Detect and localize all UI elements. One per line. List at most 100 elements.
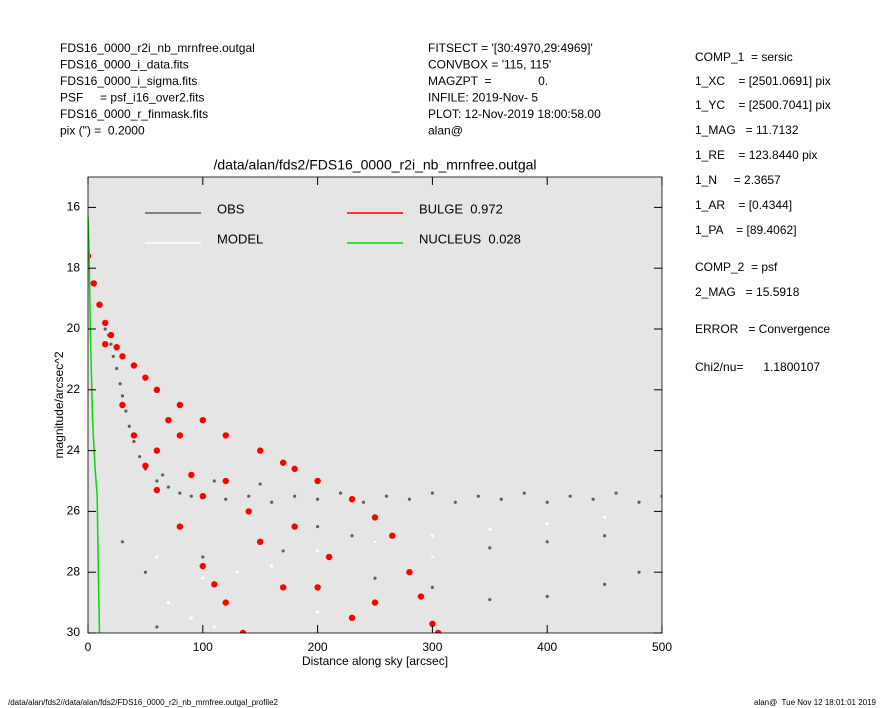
header-middle-line: alan@ — [428, 124, 463, 138]
point — [142, 374, 149, 381]
point — [373, 576, 377, 580]
point — [476, 494, 480, 498]
point — [389, 532, 396, 539]
y-tick-label: 26 — [67, 504, 81, 518]
point — [120, 540, 125, 544]
point — [132, 439, 136, 444]
point — [316, 610, 320, 614]
point — [488, 528, 492, 532]
header-right-line: 1_MAG = 11.7132 — [695, 123, 799, 137]
point — [201, 555, 205, 559]
legend-label: MODEL — [217, 231, 263, 246]
data-layer — [88, 216, 662, 633]
point — [155, 625, 159, 629]
header-left-line: FDS16_0000_i_data.fits — [60, 58, 189, 72]
point — [211, 581, 218, 588]
header-left-line: FDS16_0000_r2i_nb_mrnfree.outgal — [60, 41, 255, 55]
point — [434, 629, 442, 633]
point — [314, 477, 321, 485]
point — [138, 455, 142, 459]
header-right-line: COMP_1 = sersic — [695, 50, 793, 64]
point — [591, 497, 595, 501]
point — [430, 555, 434, 559]
point — [120, 394, 125, 398]
point — [568, 494, 572, 498]
x-tick-label: 200 — [308, 640, 328, 654]
point — [130, 432, 138, 439]
point — [406, 569, 413, 576]
point — [603, 515, 607, 520]
point — [545, 594, 549, 599]
point — [245, 508, 252, 515]
plot-frame — [87, 176, 663, 634]
point — [603, 582, 607, 586]
x-tick-label: 300 — [422, 640, 442, 654]
point — [103, 327, 107, 331]
point — [545, 500, 549, 504]
point — [603, 534, 607, 538]
point — [637, 570, 641, 574]
point — [199, 417, 206, 424]
point — [522, 491, 526, 495]
point — [270, 500, 274, 504]
point — [430, 585, 434, 590]
header-middle-line: FITSECT = '[30:4970,29:4969]' — [428, 41, 593, 55]
header-left-line: FDS16_0000_i_sigma.fits — [60, 74, 197, 88]
point — [453, 500, 457, 504]
point — [199, 562, 206, 570]
point — [199, 493, 206, 500]
point — [189, 616, 193, 620]
point — [417, 593, 425, 600]
y-tick-label: 28 — [67, 564, 81, 578]
point — [270, 564, 274, 568]
point — [118, 382, 122, 386]
point — [338, 491, 343, 495]
point — [166, 485, 170, 489]
legend-label: OBS — [217, 201, 245, 216]
point — [176, 401, 184, 409]
header-right-line: 1_XC = [2501.0691] pix — [695, 74, 831, 88]
point — [281, 549, 285, 553]
point — [348, 496, 356, 503]
point — [430, 534, 434, 538]
point — [222, 599, 229, 606]
point — [153, 486, 161, 494]
header-middle-line: CONVBOX = '115, 115' — [428, 58, 551, 72]
point — [258, 482, 262, 486]
point — [429, 620, 436, 628]
point — [279, 459, 287, 466]
point — [247, 494, 251, 498]
point — [107, 331, 115, 339]
series-line — [88, 216, 101, 633]
point — [102, 341, 109, 348]
point — [371, 599, 379, 606]
point — [142, 462, 149, 469]
header-right-line: 2_MAG = 15.5918 — [695, 285, 800, 299]
y-tick-label: 30 — [67, 625, 81, 639]
point — [239, 629, 247, 633]
y-axis-label: magnitude/arcsec^2 — [52, 351, 66, 458]
point — [488, 546, 492, 550]
point — [143, 570, 147, 574]
point — [178, 491, 182, 495]
point — [407, 497, 412, 501]
point — [130, 362, 138, 369]
point — [279, 584, 287, 591]
point — [314, 584, 321, 591]
point — [153, 386, 161, 393]
legend-label: BULGE 0.972 — [419, 201, 503, 216]
point — [96, 301, 103, 308]
header-right-line: 1_N = 2.3657 — [695, 173, 781, 187]
header-right-line: COMP_2 = psf — [695, 260, 778, 274]
y-tick-label: 18 — [67, 260, 81, 274]
point — [155, 479, 159, 483]
legend-label: NUCLEUS 0.028 — [419, 231, 521, 246]
point — [257, 538, 264, 545]
point — [119, 401, 126, 409]
point — [165, 417, 172, 424]
point — [224, 497, 228, 501]
header-right-line: ERROR = Convergence — [695, 322, 830, 336]
header-right-line: 1_RE = 123.8440 pix — [695, 148, 817, 162]
point — [545, 521, 549, 526]
point — [111, 354, 115, 358]
